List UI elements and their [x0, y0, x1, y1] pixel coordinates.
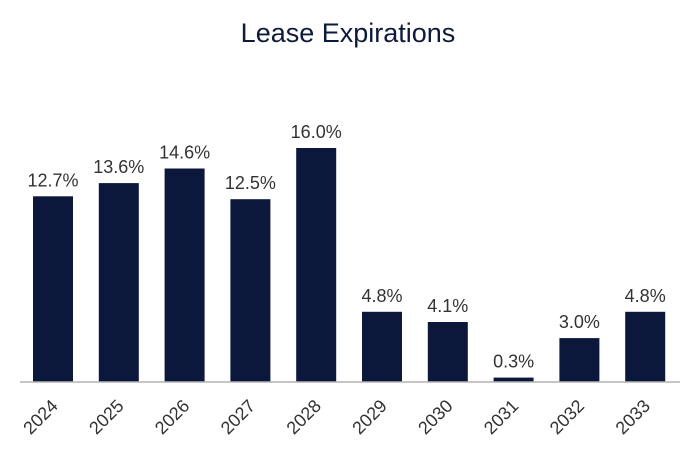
- value-label-2028: 16.0%: [291, 122, 342, 142]
- bar-2027: [230, 199, 271, 382]
- x-tick-label-2033: 2033: [612, 396, 654, 438]
- value-labels-layer: 12.7% 13.6% 14.6% 12.5% 16.0% 4.8% 4.1% 0.3% 3.0…: [27, 122, 665, 372]
- bar-2029: [362, 311, 402, 382]
- value-label-2030: 4.1%: [427, 296, 468, 316]
- bar-2025: [98, 183, 139, 382]
- x-axis-tick-labels: 2024 2025 2026 2027 2028 2029 2030 2031 2032 2033: [19, 396, 654, 438]
- x-tick-label-2032: 2032: [546, 396, 588, 438]
- value-label-2029: 4.8%: [361, 286, 402, 306]
- x-tick-label-2027: 2027: [217, 396, 259, 438]
- value-label-2027: 12.5%: [225, 173, 276, 193]
- bar-2031: [493, 377, 534, 382]
- bar-2032: [559, 338, 600, 382]
- bar-2024: [33, 196, 73, 382]
- x-tick-label-2026: 2026: [151, 396, 193, 438]
- bar-2033: [625, 311, 666, 382]
- value-label-2032: 3.0%: [559, 312, 600, 332]
- x-tick-label-2031: 2031: [480, 396, 522, 438]
- value-label-2024: 12.7%: [27, 170, 78, 190]
- bar-2030: [427, 322, 468, 382]
- x-tick-label-2024: 2024: [19, 396, 61, 438]
- value-label-2026: 14.6%: [159, 143, 210, 163]
- bar-2028: [296, 148, 337, 382]
- value-label-2033: 4.8%: [625, 286, 666, 306]
- value-label-2025: 13.6%: [93, 157, 144, 177]
- value-label-2031: 0.3%: [493, 352, 534, 372]
- bar-2026: [164, 168, 205, 382]
- x-tick-label-2030: 2030: [414, 396, 456, 438]
- x-tick-label-2029: 2029: [348, 396, 390, 438]
- chart-title: Lease Expirations: [241, 18, 456, 48]
- bars-layer: [33, 148, 666, 382]
- x-tick-label-2025: 2025: [85, 396, 127, 438]
- x-tick-label-2028: 2028: [283, 396, 325, 438]
